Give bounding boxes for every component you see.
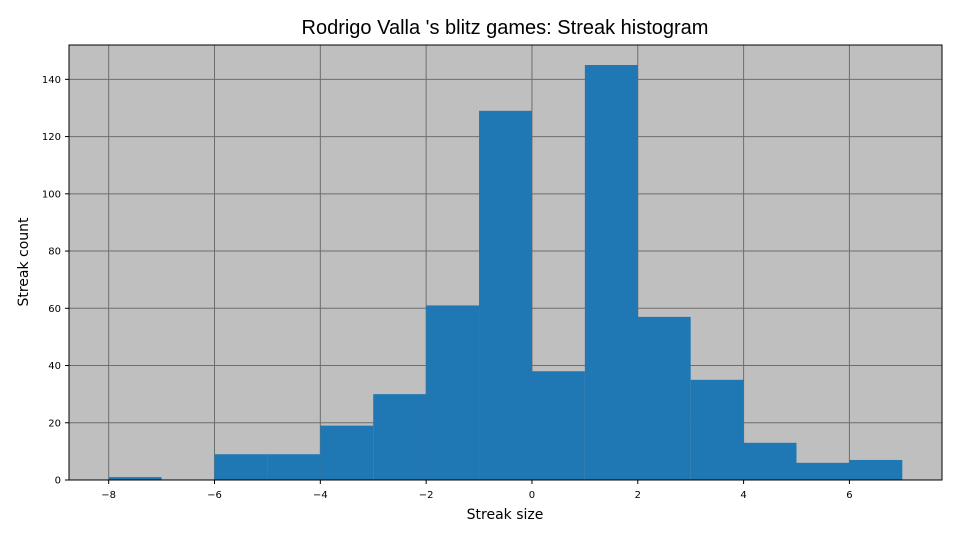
histogram-bar bbox=[690, 379, 744, 480]
histogram-bar bbox=[531, 371, 585, 480]
chart-title: Rodrigo Valla 's blitz games: Streak his… bbox=[302, 17, 709, 39]
histogram-bars bbox=[108, 65, 903, 481]
x-tick-label: 2 bbox=[635, 490, 641, 501]
x-tick-label: 6 bbox=[846, 490, 852, 501]
y-tick-label: 40 bbox=[48, 361, 61, 372]
histogram-bar bbox=[108, 477, 162, 480]
histogram-bar bbox=[637, 316, 691, 480]
x-tick-label: −6 bbox=[207, 490, 222, 501]
y-tick-label: 80 bbox=[48, 247, 61, 258]
y-tick-label: 20 bbox=[48, 418, 61, 429]
x-tick-label: 0 bbox=[529, 490, 535, 501]
y-tick-label: 60 bbox=[48, 304, 61, 315]
y-tick-label: 140 bbox=[42, 75, 61, 86]
x-tick-label: −2 bbox=[419, 490, 434, 501]
histogram-bar bbox=[426, 305, 480, 480]
histogram-bar bbox=[320, 425, 374, 480]
histogram-bar bbox=[796, 462, 850, 480]
histogram-bar bbox=[373, 394, 427, 480]
histogram-bar bbox=[849, 459, 903, 480]
plot-frame bbox=[68, 44, 943, 481]
x-tick-label: 4 bbox=[740, 490, 746, 501]
histogram-bar bbox=[214, 454, 268, 480]
y-tick-label: 0 bbox=[55, 476, 61, 487]
x-tick-label: −8 bbox=[101, 490, 116, 501]
histogram-bar bbox=[479, 110, 532, 481]
histogram-bar bbox=[584, 65, 638, 480]
histogram-bar bbox=[267, 454, 321, 480]
histogram-bar bbox=[743, 442, 797, 480]
y-tick-label: 100 bbox=[42, 189, 61, 200]
y-axis-label: Streak count bbox=[16, 217, 32, 307]
x-tick-label: −4 bbox=[313, 490, 328, 501]
x-axis-ticks: −8 −6 −4 −2 0 2 4 6 bbox=[101, 480, 853, 501]
y-tick-label: 120 bbox=[42, 132, 61, 143]
x-axis-label: Streak size bbox=[467, 507, 544, 523]
y-axis-ticks: 0 20 40 60 80 100 120 140 bbox=[42, 75, 69, 487]
